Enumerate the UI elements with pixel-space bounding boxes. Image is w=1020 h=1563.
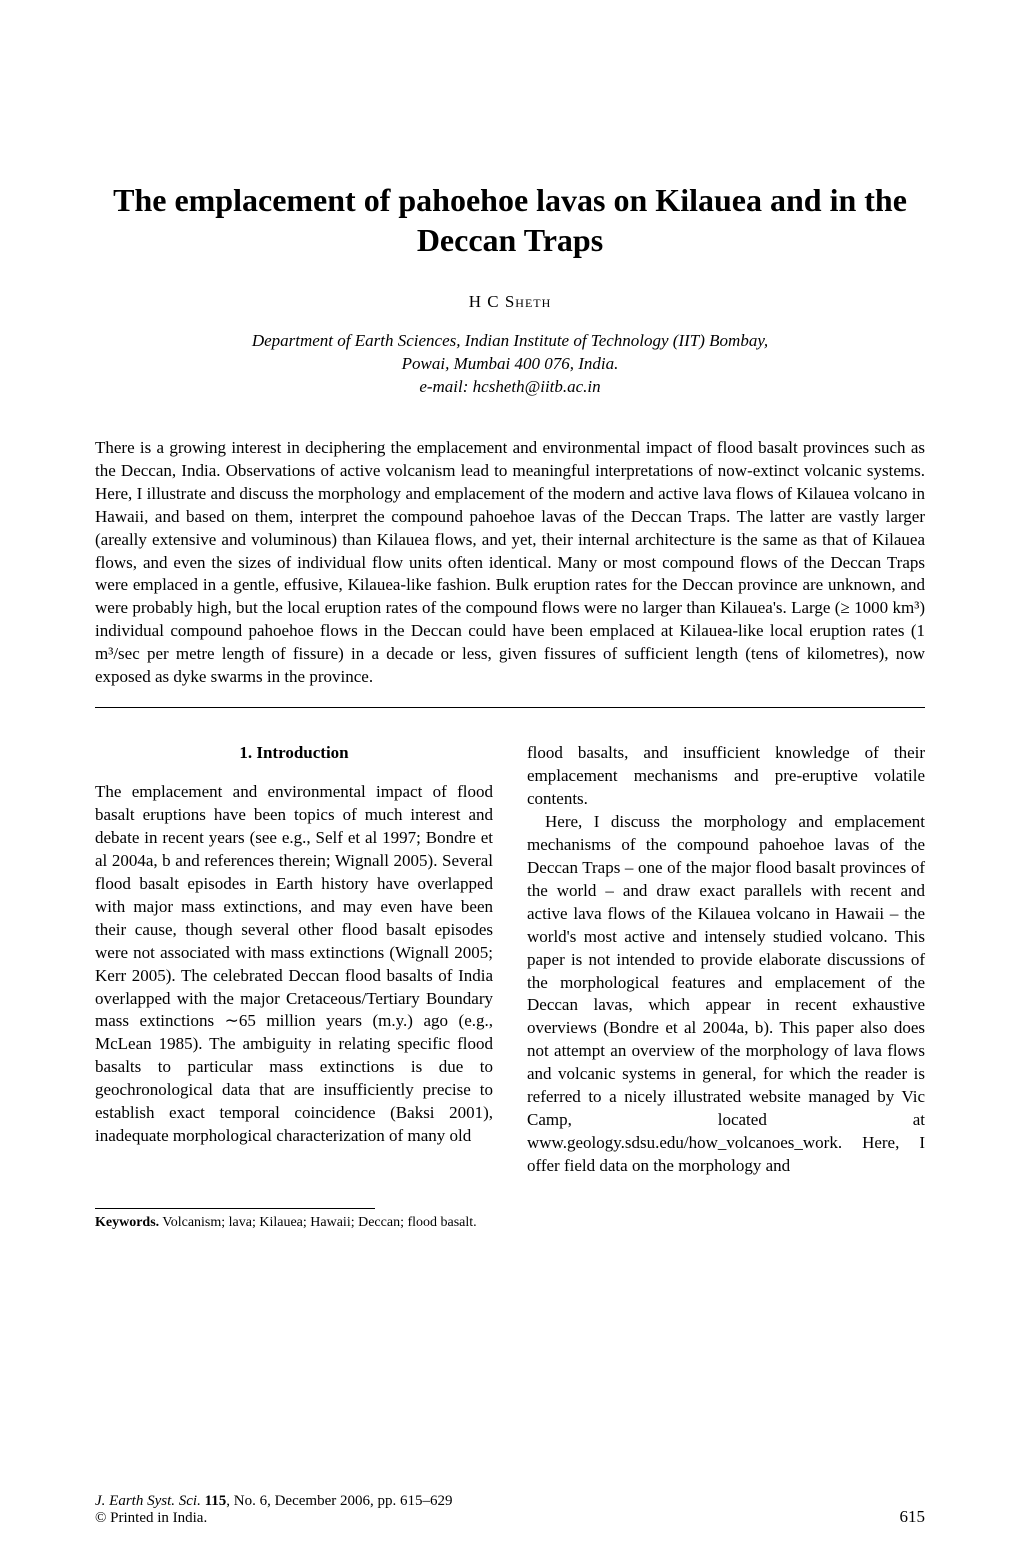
page-footer: J. Earth Syst. Sci. 115, No. 6, December… [95, 1493, 925, 1527]
keywords-text: Volcanism; lava; Kilauea; Hawaii; Deccan… [159, 1215, 477, 1230]
intro-paragraph-1-continued: flood basalts, and insufficient knowledg… [527, 742, 925, 811]
section-divider [95, 707, 925, 708]
keywords-line: Keywords. Volcanism; lava; Kilauea; Hawa… [95, 1215, 925, 1231]
keywords-label: Keywords. [95, 1215, 159, 1230]
affiliation-email: e-mail: hcsheth@iitb.ac.in [95, 376, 925, 399]
author-affiliation: Department of Earth Sciences, Indian Ins… [95, 330, 925, 399]
body-columns: 1. Introduction The emplacement and envi… [95, 742, 925, 1178]
intro-paragraph-2: Here, I discuss the morphology and empla… [527, 811, 925, 1178]
author-name: H C Sheth [95, 292, 925, 312]
keywords-divider [95, 1208, 375, 1209]
intro-paragraph-1: The emplacement and environmental impact… [95, 781, 493, 1148]
footer-printed: © Printed in India. [95, 1510, 925, 1527]
footer-issue-pages: , No. 6, December 2006, pp. 615–629 [226, 1493, 452, 1509]
affiliation-line-2: Powai, Mumbai 400 076, India. [95, 353, 925, 376]
footer-citation: J. Earth Syst. Sci. 115, No. 6, December… [95, 1493, 925, 1510]
affiliation-line-1: Department of Earth Sciences, Indian Ins… [95, 330, 925, 353]
section-heading-introduction: 1. Introduction [95, 742, 493, 765]
paper-title: The emplacement of pahoehoe lavas on Kil… [95, 180, 925, 260]
right-column: flood basalts, and insufficient knowledg… [527, 742, 925, 1178]
footer-volume: 115 [205, 1493, 227, 1509]
page-number: 615 [900, 1507, 926, 1527]
abstract-text: There is a growing interest in decipheri… [95, 437, 925, 689]
left-column: 1. Introduction The emplacement and envi… [95, 742, 493, 1178]
footer-journal: J. Earth Syst. Sci. [95, 1493, 205, 1509]
